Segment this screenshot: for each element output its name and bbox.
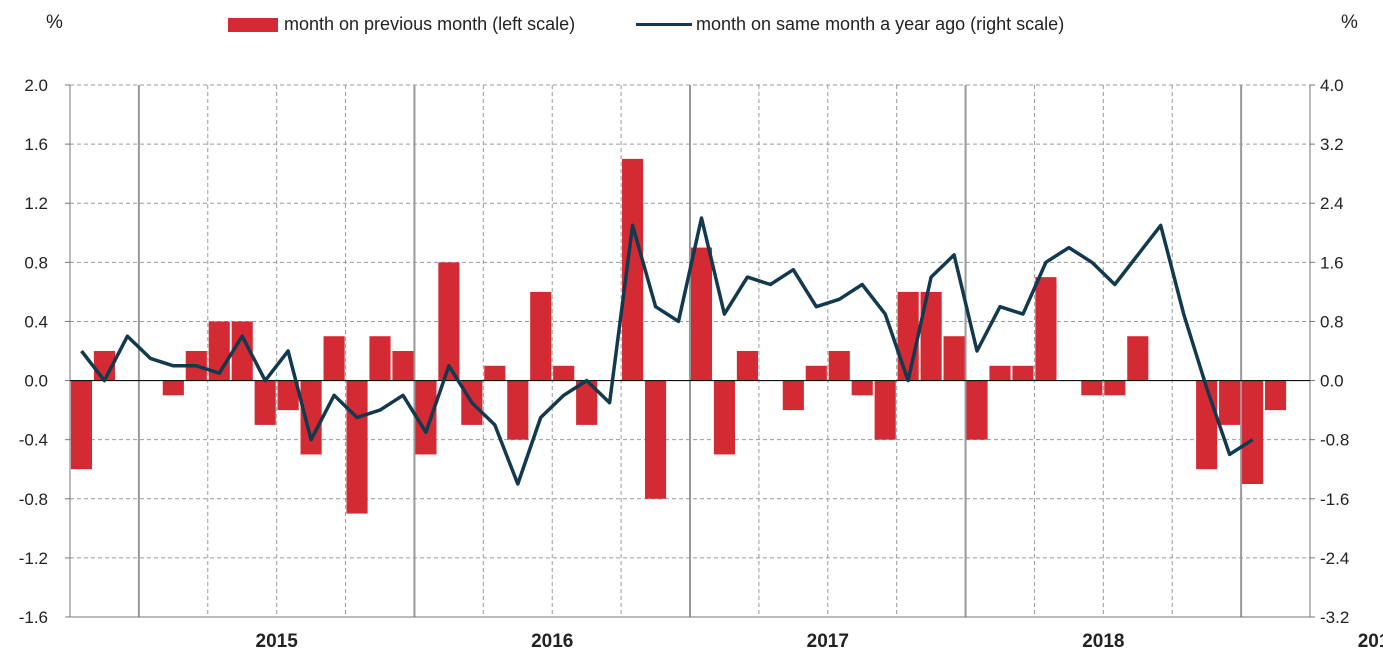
bar xyxy=(300,380,322,455)
bar xyxy=(1081,380,1103,396)
bar xyxy=(484,365,506,381)
bar xyxy=(553,365,575,381)
bar xyxy=(438,262,460,381)
bar xyxy=(713,380,736,455)
bar xyxy=(622,158,644,381)
bar xyxy=(277,380,299,411)
right-tick-label: 4.0 xyxy=(1320,76,1344,95)
left-tick-label: -0.4 xyxy=(19,431,48,450)
legend-label-bar: month on previous month (left scale) xyxy=(284,14,576,34)
bar xyxy=(943,336,965,381)
bar xyxy=(254,380,276,425)
x-year-label: 2017 xyxy=(807,631,849,652)
right-tick-label: 1.6 xyxy=(1320,253,1344,272)
bar xyxy=(1012,365,1034,381)
bar xyxy=(782,380,804,411)
x-year-label: 2015 xyxy=(256,631,299,652)
bar xyxy=(874,380,896,440)
right-axis-unit: % xyxy=(1341,12,1358,33)
left-tick-label: -0.8 xyxy=(19,490,48,509)
bar xyxy=(1196,380,1218,470)
legend-item-bar: month on previous month (left scale) xyxy=(228,14,575,35)
legend-label-line: month on same month a year ago (right sc… xyxy=(696,14,1065,34)
x-year-label: 2018 xyxy=(1082,631,1124,652)
right-tick-label: 0.8 xyxy=(1320,312,1344,331)
left-tick-label: -1.6 xyxy=(19,608,48,627)
bar xyxy=(920,291,942,381)
left-tick-label: 2.0 xyxy=(24,76,48,95)
bar xyxy=(828,351,850,381)
bar xyxy=(989,365,1011,381)
legend-swatch-line xyxy=(636,23,692,26)
left-tick-label: 0.4 xyxy=(24,312,48,331)
right-tick-label: 0.0 xyxy=(1320,372,1344,391)
bar xyxy=(392,351,414,381)
bar xyxy=(530,291,552,381)
bar xyxy=(1104,380,1126,396)
right-tick-label: -0.8 xyxy=(1320,431,1349,450)
bar xyxy=(736,351,758,381)
bar xyxy=(507,380,529,440)
x-year-label: 2019 xyxy=(1358,631,1383,652)
right-tick-label: -2.4 xyxy=(1320,549,1349,568)
right-tick-label: -1.6 xyxy=(1320,490,1349,509)
bar xyxy=(805,365,827,381)
right-tick-label: 3.2 xyxy=(1320,135,1344,154)
bar xyxy=(1127,336,1149,381)
left-tick-label: -1.2 xyxy=(19,549,48,568)
bar xyxy=(966,380,988,440)
left-tick-label: 0.0 xyxy=(24,372,48,391)
bar xyxy=(415,380,437,455)
bar xyxy=(1264,380,1287,411)
bar xyxy=(851,380,873,396)
x-year-label: 2016 xyxy=(531,631,573,652)
left-axis-unit: % xyxy=(46,12,63,33)
legend-swatch-bar xyxy=(228,17,278,32)
left-tick-label: 1.2 xyxy=(24,194,48,213)
bar xyxy=(1035,277,1057,381)
bar xyxy=(1242,380,1264,484)
right-tick-label: -3.2 xyxy=(1320,608,1349,627)
bar xyxy=(690,247,713,381)
legend-item-line: month on same month a year ago (right sc… xyxy=(636,14,1064,35)
bar xyxy=(644,380,667,499)
bar xyxy=(323,336,345,381)
bar xyxy=(231,321,253,381)
bar xyxy=(897,291,919,381)
series-line xyxy=(80,216,1254,486)
right-tick-label: 2.4 xyxy=(1320,194,1344,213)
bar xyxy=(70,380,93,470)
bar xyxy=(1219,380,1241,425)
left-tick-label: 0.8 xyxy=(24,253,48,272)
bar xyxy=(346,380,368,514)
bar xyxy=(369,336,391,381)
bar xyxy=(576,380,598,425)
bar xyxy=(162,380,184,396)
left-tick-label: 1.6 xyxy=(24,135,48,154)
